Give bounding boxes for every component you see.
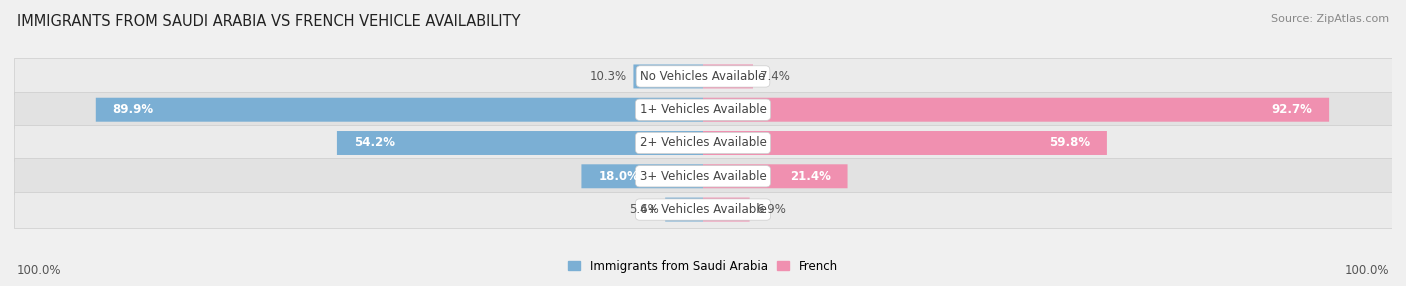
FancyBboxPatch shape — [582, 164, 703, 188]
Text: 2+ Vehicles Available: 2+ Vehicles Available — [640, 136, 766, 150]
Text: 3+ Vehicles Available: 3+ Vehicles Available — [640, 170, 766, 183]
FancyBboxPatch shape — [14, 58, 1392, 94]
Text: 10.3%: 10.3% — [589, 70, 627, 83]
FancyBboxPatch shape — [14, 92, 1392, 128]
Text: Source: ZipAtlas.com: Source: ZipAtlas.com — [1271, 14, 1389, 24]
FancyBboxPatch shape — [703, 131, 1107, 155]
Text: 100.0%: 100.0% — [1344, 265, 1389, 277]
Text: IMMIGRANTS FROM SAUDI ARABIA VS FRENCH VEHICLE AVAILABILITY: IMMIGRANTS FROM SAUDI ARABIA VS FRENCH V… — [17, 14, 520, 29]
FancyBboxPatch shape — [703, 198, 749, 222]
Text: 6.9%: 6.9% — [756, 203, 786, 216]
Text: 54.2%: 54.2% — [354, 136, 395, 150]
Text: 7.4%: 7.4% — [759, 70, 790, 83]
FancyBboxPatch shape — [14, 158, 1392, 194]
Text: 21.4%: 21.4% — [790, 170, 831, 183]
FancyBboxPatch shape — [665, 198, 703, 222]
FancyBboxPatch shape — [337, 131, 703, 155]
FancyBboxPatch shape — [703, 98, 1329, 122]
FancyBboxPatch shape — [96, 98, 703, 122]
FancyBboxPatch shape — [703, 164, 848, 188]
Text: 92.7%: 92.7% — [1271, 103, 1312, 116]
FancyBboxPatch shape — [634, 64, 703, 88]
FancyBboxPatch shape — [14, 125, 1392, 161]
Text: 1+ Vehicles Available: 1+ Vehicles Available — [640, 103, 766, 116]
Legend: Immigrants from Saudi Arabia, French: Immigrants from Saudi Arabia, French — [564, 255, 842, 277]
Text: 4+ Vehicles Available: 4+ Vehicles Available — [640, 203, 766, 216]
Text: No Vehicles Available: No Vehicles Available — [640, 70, 766, 83]
FancyBboxPatch shape — [14, 192, 1392, 228]
Text: 89.9%: 89.9% — [112, 103, 153, 116]
Text: 18.0%: 18.0% — [599, 170, 640, 183]
Text: 59.8%: 59.8% — [1049, 136, 1090, 150]
Text: 5.6%: 5.6% — [628, 203, 658, 216]
Text: 100.0%: 100.0% — [17, 265, 62, 277]
FancyBboxPatch shape — [703, 64, 754, 88]
